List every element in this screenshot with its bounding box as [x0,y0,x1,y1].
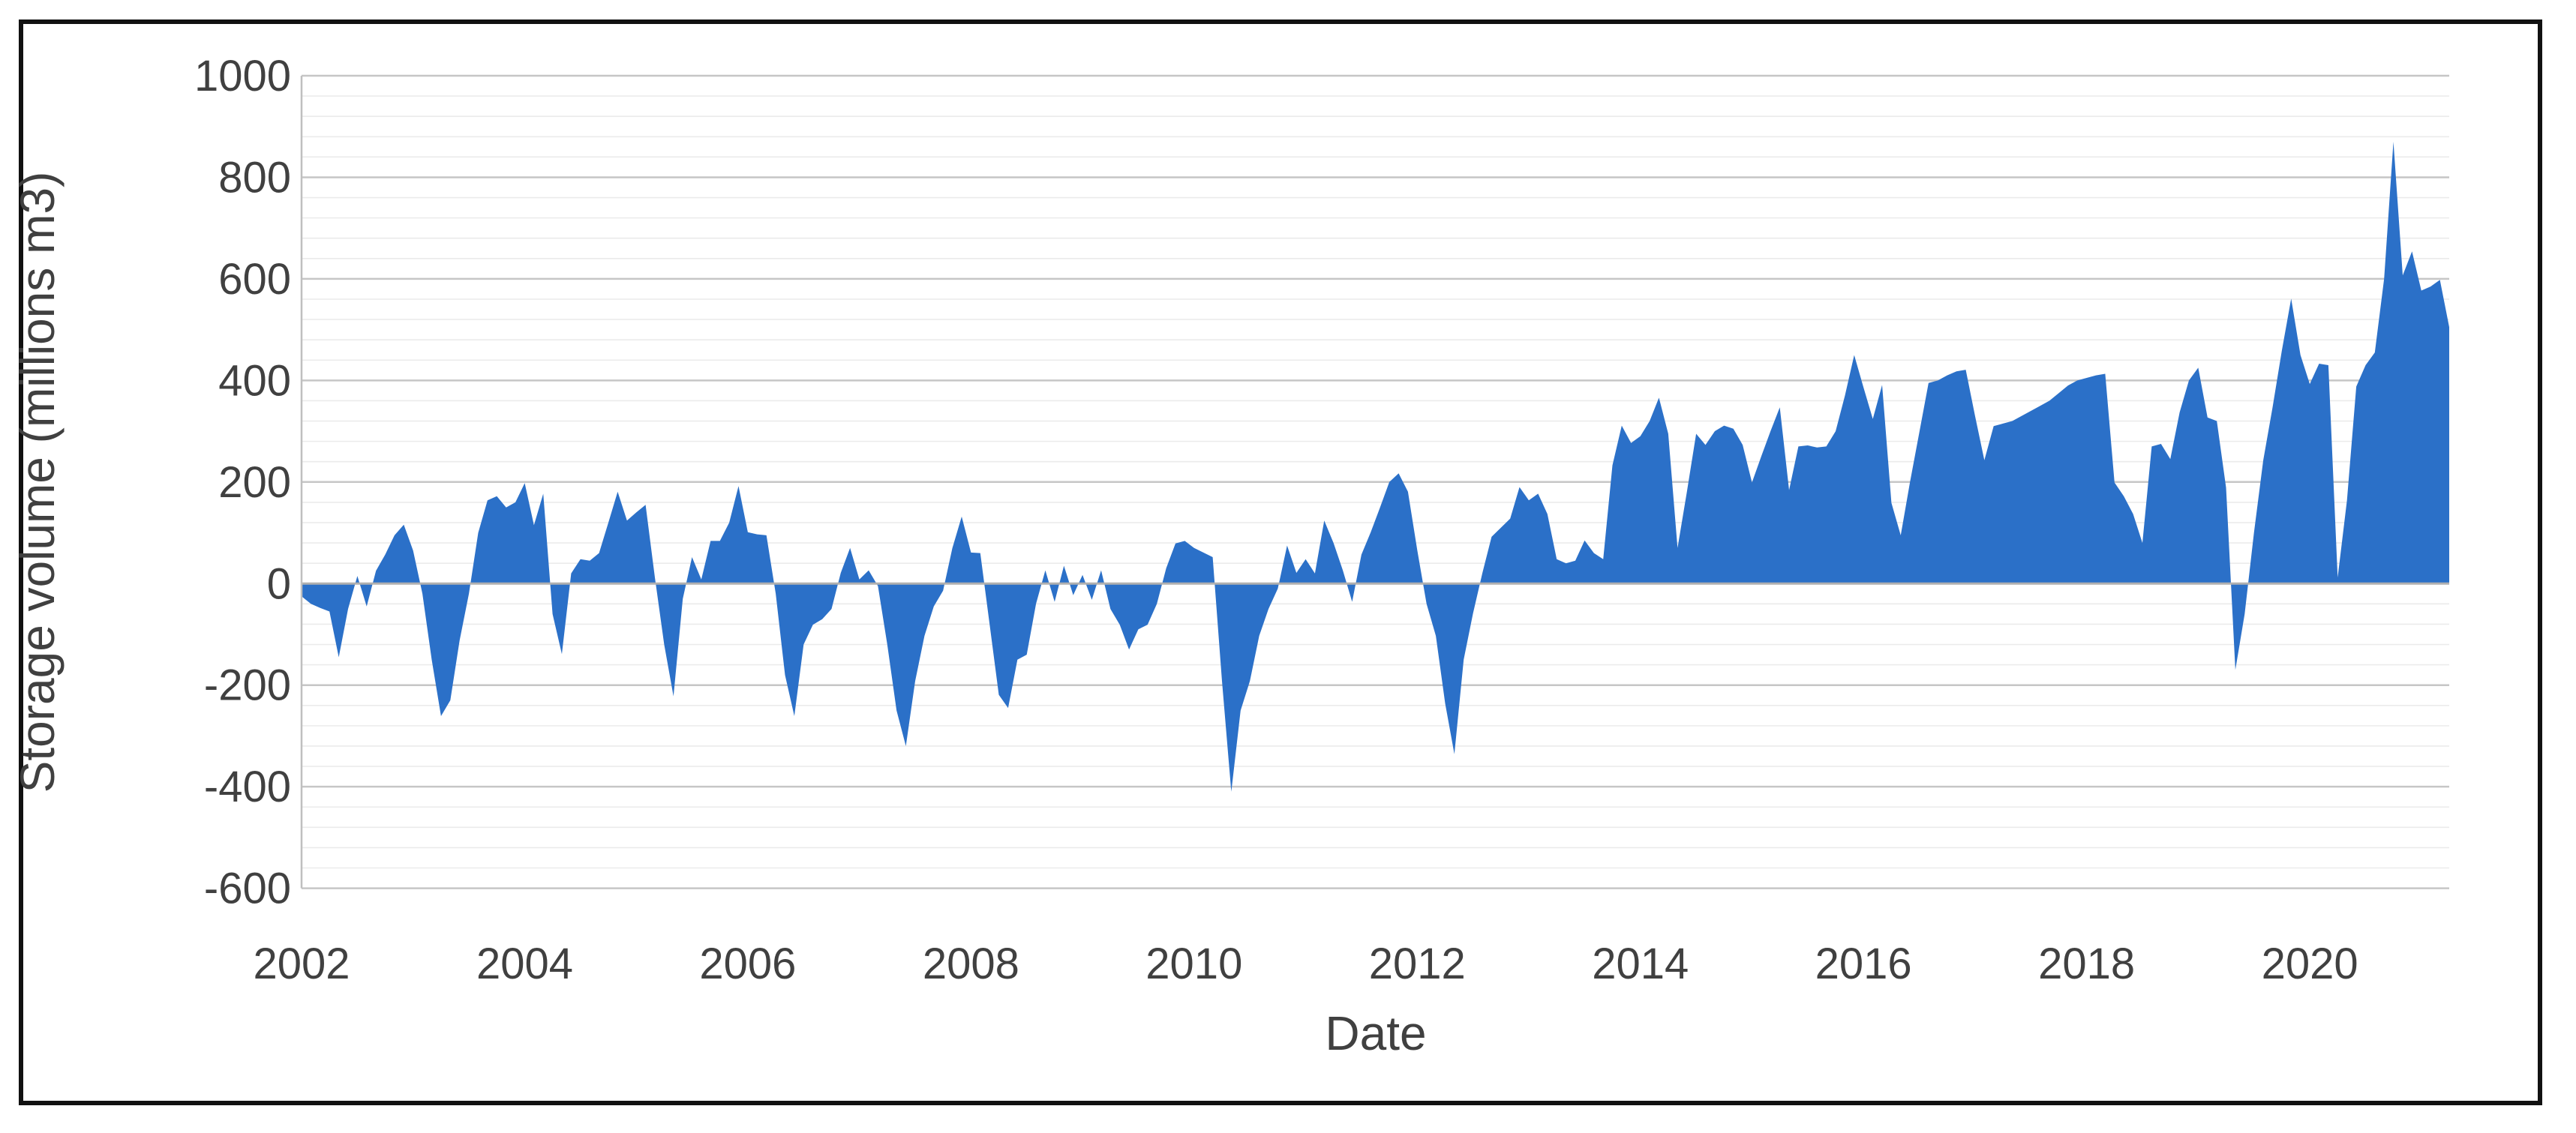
y-tick-label: -400 [204,763,291,811]
minor-gridlines [302,95,2449,869]
x-tick-label: 2010 [1145,940,1242,988]
y-axis-title: Storage volume (millions m3) [11,172,65,793]
y-tick-label: -600 [204,865,291,913]
x-axis-tick-labels: 2002 2004 2006 2008 2010 2012 2014 2016 2018 2020 [253,940,2358,988]
x-tick-label: 2006 [699,940,796,988]
y-tick-label: -200 [204,661,291,710]
x-tick-label: 2008 [923,940,1019,988]
y-tick-label: 0 [267,559,291,608]
x-tick-label: 2004 [476,940,573,988]
x-tick-label: 2014 [1592,940,1689,988]
storage-volume-area-series [302,142,2449,792]
y-tick-label: 200 [218,458,291,507]
x-tick-label: 2020 [2262,940,2358,988]
y-tick-label: 800 [218,153,291,202]
x-tick-label: 2012 [1369,940,1466,988]
y-tick-label: 600 [218,255,291,304]
y-tick-label: 1000 [194,52,291,100]
x-tick-label: 2002 [253,940,350,988]
x-axis-title: Date [1325,1006,1426,1060]
y-axis-tick-labels: 1000 800 600 400 200 0 -200 -400 -600 [194,52,291,913]
x-tick-label: 2016 [1815,940,1912,988]
y-tick-label: 400 [218,356,291,405]
x-tick-label: 2018 [2038,940,2135,988]
